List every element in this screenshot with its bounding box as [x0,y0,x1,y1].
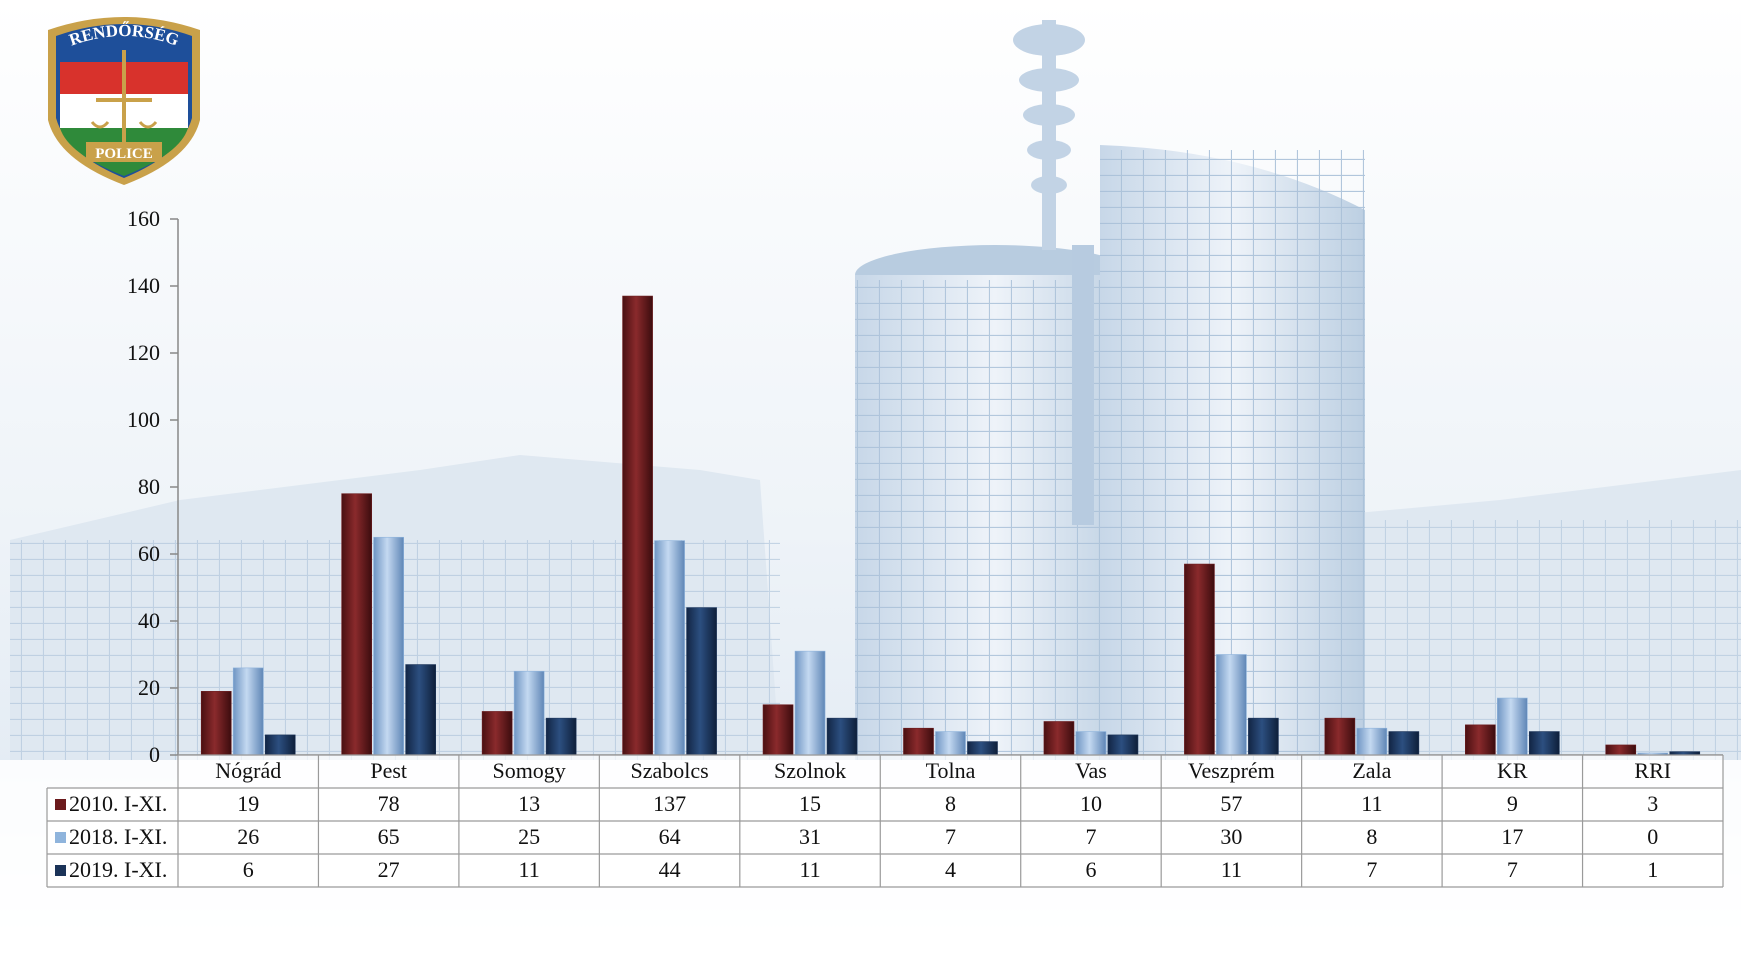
legend-key [55,799,66,810]
bar-2018-somogy [513,670,545,756]
bar-2018-vas [1075,731,1107,756]
table-value: 25 [518,824,540,849]
y-tick-label: 20 [138,675,160,700]
series-label: 2010. I-XI. [69,791,167,816]
category-label: Somogy [492,758,565,783]
legend-key [55,832,66,843]
table-value: 8 [1366,824,1377,849]
bar-2018-szolnok [794,650,826,756]
table-value: 6 [1085,857,1096,882]
table-value: 13 [518,791,540,816]
series-label: 2018. I-XI. [69,824,167,849]
y-tick-label: 120 [127,340,160,365]
table-value: 31 [799,824,821,849]
bar-2010-szabolcs [622,295,653,756]
category-label: Szabolcs [630,758,708,783]
legend-key [55,865,66,876]
y-tick-label: 0 [149,742,160,767]
bar-2010-tolna [903,727,934,756]
logo-bottom-text: POLICE [95,146,153,162]
bar-2019-szabolcs [686,607,717,756]
bar-2018-nógrád [232,667,264,756]
series-label: 2019. I-XI. [69,857,167,882]
table-value: 65 [378,824,400,849]
bar-2019-vas [1107,734,1139,756]
data-table: Nógrád Pest Somogy Szabolcs Szolnok Tolna Vas V… [46,754,1724,888]
bar-2019-nógrád [264,734,296,756]
y-tick-label: 160 [127,206,160,231]
category-label: RRI [1634,758,1671,783]
police-logo: RENDŐRSÉG POLICE [48,17,200,185]
bar-2018-veszprém [1216,654,1247,756]
table-value: 9 [1507,791,1518,816]
table-value: 4 [945,857,956,882]
table-value: 1 [1647,857,1658,882]
table-value: 10 [1080,791,1102,816]
y-tick-label: 100 [127,407,160,432]
table-value: 27 [378,857,400,882]
y-tick-label: 40 [138,608,160,633]
bar-2018-zala [1356,727,1388,756]
category-label: Pest [370,758,407,783]
table-value: 8 [945,791,956,816]
table-value: 11 [519,857,540,882]
bar-2019-veszprém [1248,717,1279,756]
bar-2019-kr [1529,731,1560,756]
table-value: 7 [945,824,956,849]
bar-2019-szolnok [826,717,858,756]
y-axis-ticks: 0 20 40 60 80 100 120 140 160 [127,206,178,767]
bar-2018-pest [373,536,404,756]
table-value: 6 [243,857,254,882]
table-value: 44 [659,857,681,882]
bar-series [200,295,1701,756]
category-label: Zala [1352,758,1391,783]
table-value: 11 [1221,857,1242,882]
y-tick-label: 80 [138,474,160,499]
y-tick-label: 140 [127,273,160,298]
table-value: 26 [237,824,259,849]
bar-2019-tolna [967,741,998,756]
table-value: 57 [1220,791,1242,816]
table-value: 11 [799,857,820,882]
table-value: 0 [1647,824,1658,849]
table-value: 7 [1366,857,1377,882]
category-label: KR [1497,758,1528,783]
table-value: 3 [1647,791,1658,816]
y-tick-label: 60 [138,541,160,566]
category-label: Vas [1075,758,1107,783]
bar-2019-somogy [545,717,577,756]
data-rows-bg [47,788,1723,887]
bar-2010-nógrád [200,691,232,756]
bar-2010-rri [1605,744,1637,756]
table-value: 7 [1085,824,1096,849]
table-value: 78 [378,791,400,816]
bar-2010-pest [341,493,372,756]
table-value: 64 [659,824,681,849]
bar-2019-zala [1388,731,1420,756]
table-value: 15 [799,791,821,816]
table-value: 11 [1361,791,1382,816]
bar-2018-kr [1497,697,1528,756]
table-value: 17 [1501,824,1523,849]
bar-2018-tolna [935,731,966,756]
table-value: 7 [1507,857,1518,882]
bar-2010-veszprém [1184,563,1215,756]
category-label: Szolnok [774,758,846,783]
bar-2010-zala [1324,717,1356,756]
bar-2018-szabolcs [654,540,685,756]
bar-2019-pest [405,664,436,756]
header-row-bg [178,755,1723,788]
table-value: 137 [653,791,686,816]
bar-2010-kr [1465,724,1496,756]
table-value: 30 [1220,824,1242,849]
table-value: 19 [237,791,259,816]
category-label: Veszprém [1188,758,1275,783]
category-label: Nógrád [215,758,281,783]
category-label: Tolna [926,758,976,783]
bar-2010-somogy [481,711,513,756]
bar-2010-vas [1043,721,1075,756]
bar-2010-szolnok [762,704,794,756]
